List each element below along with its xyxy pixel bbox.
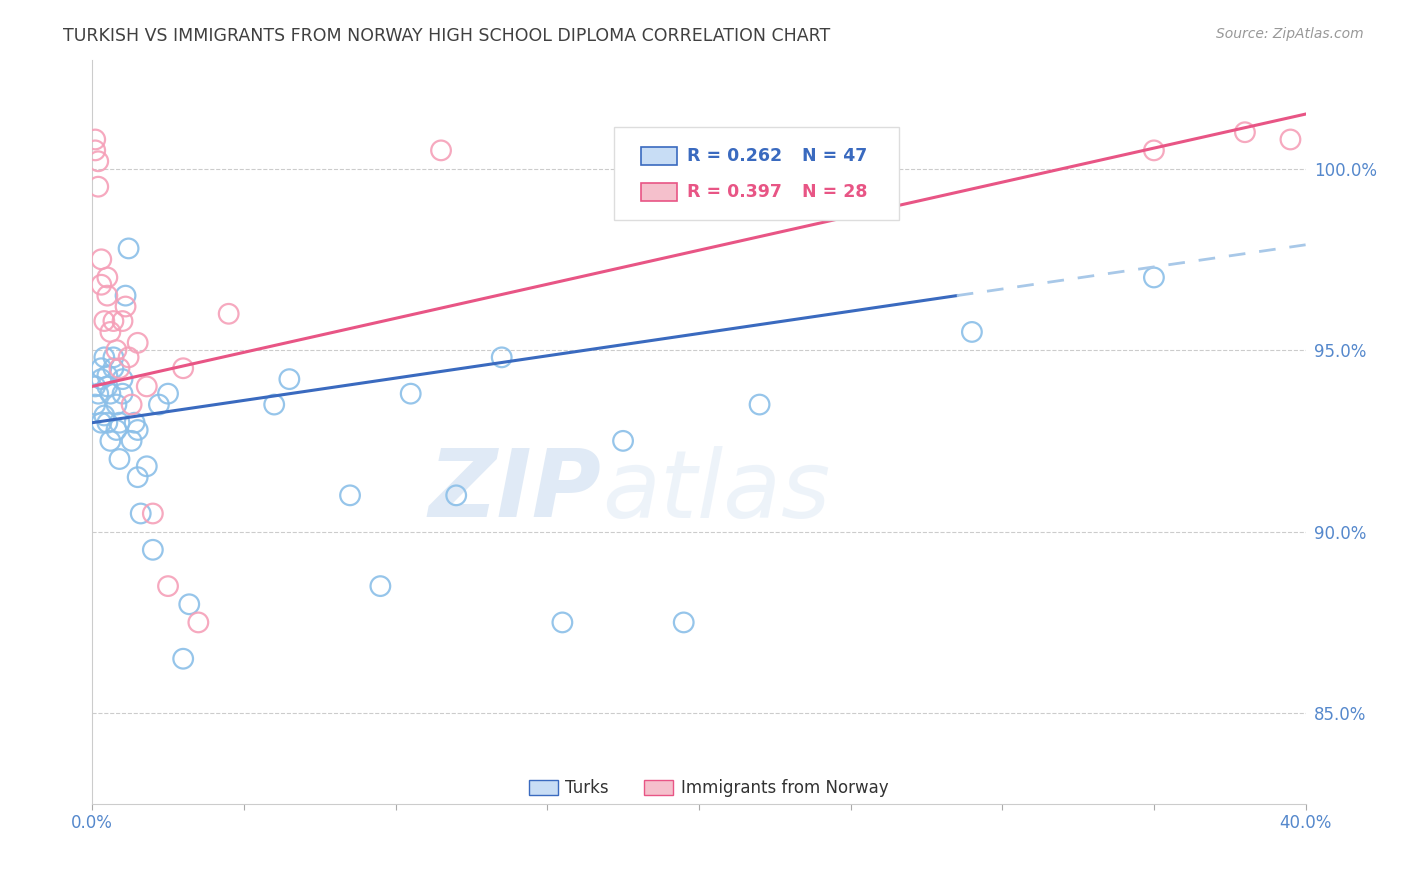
Point [100,325,122,339]
Point [96,379,118,393]
Point [111,372,134,386]
Point [551,615,574,630]
Point [84,379,107,393]
Point [187,615,209,630]
Point [672,615,695,630]
Point [127,470,149,484]
Point [90,252,112,267]
Point [172,361,194,376]
Point [87,154,110,169]
Point [124,416,146,430]
Point [960,325,983,339]
Point [278,372,301,386]
Point [129,507,152,521]
Point [399,386,422,401]
Point [114,288,136,302]
Point [127,423,149,437]
Point [93,314,115,328]
Point [100,386,122,401]
Text: R = 0.397: R = 0.397 [686,183,782,201]
Point [179,597,201,611]
Point [103,351,125,365]
Point [1143,270,1166,285]
Point [142,507,165,521]
Point [105,423,128,437]
Text: Immigrants from Norway: Immigrants from Norway [681,779,889,797]
Point [156,579,179,593]
Text: TURKISH VS IMMIGRANTS FROM NORWAY HIGH SCHOOL DIPLOMA CORRELATION CHART: TURKISH VS IMMIGRANTS FROM NORWAY HIGH S… [63,27,831,45]
Point [108,361,131,376]
Point [444,488,467,502]
Bar [529,780,558,795]
Point [93,351,115,365]
Point [114,300,136,314]
Point [90,277,112,292]
Point [117,351,139,365]
Point [263,398,285,412]
Text: N = 28: N = 28 [801,183,868,201]
Point [90,361,112,376]
Point [87,386,110,401]
Point [105,343,128,357]
Point [172,651,194,665]
Point [339,488,361,502]
Point [1279,132,1302,146]
Point [100,434,122,448]
Text: Turks: Turks [565,779,609,797]
Text: ZIP: ZIP [429,445,602,537]
Point [111,386,134,401]
Point [96,288,118,302]
Point [156,386,179,401]
Point [96,270,118,285]
Text: atlas: atlas [602,446,830,537]
Bar [641,183,678,201]
Point [430,144,453,158]
Point [218,307,240,321]
Point [117,241,139,255]
Point [111,314,134,328]
Point [108,416,131,430]
Point [612,434,634,448]
Point [84,398,107,412]
Point [1233,125,1256,139]
FancyBboxPatch shape [614,127,898,219]
Bar [644,780,673,795]
Bar [641,147,678,165]
Point [84,132,107,146]
Point [108,452,131,467]
Point [96,368,118,383]
Text: N = 47: N = 47 [801,147,868,165]
Point [127,335,149,350]
Point [93,409,115,423]
Point [370,579,392,593]
Point [1143,144,1166,158]
Point [142,542,165,557]
Point [105,398,128,412]
Point [90,416,112,430]
Point [121,398,143,412]
Point [87,179,110,194]
Point [103,361,125,376]
Point [121,434,143,448]
Point [96,416,118,430]
Point [135,379,157,393]
Point [748,398,770,412]
Text: Source: ZipAtlas.com: Source: ZipAtlas.com [1216,27,1364,41]
Point [491,351,513,365]
Point [90,372,112,386]
Point [148,398,170,412]
Text: R = 0.262: R = 0.262 [686,147,782,165]
Point [84,144,107,158]
Point [135,459,157,474]
Point [103,314,125,328]
